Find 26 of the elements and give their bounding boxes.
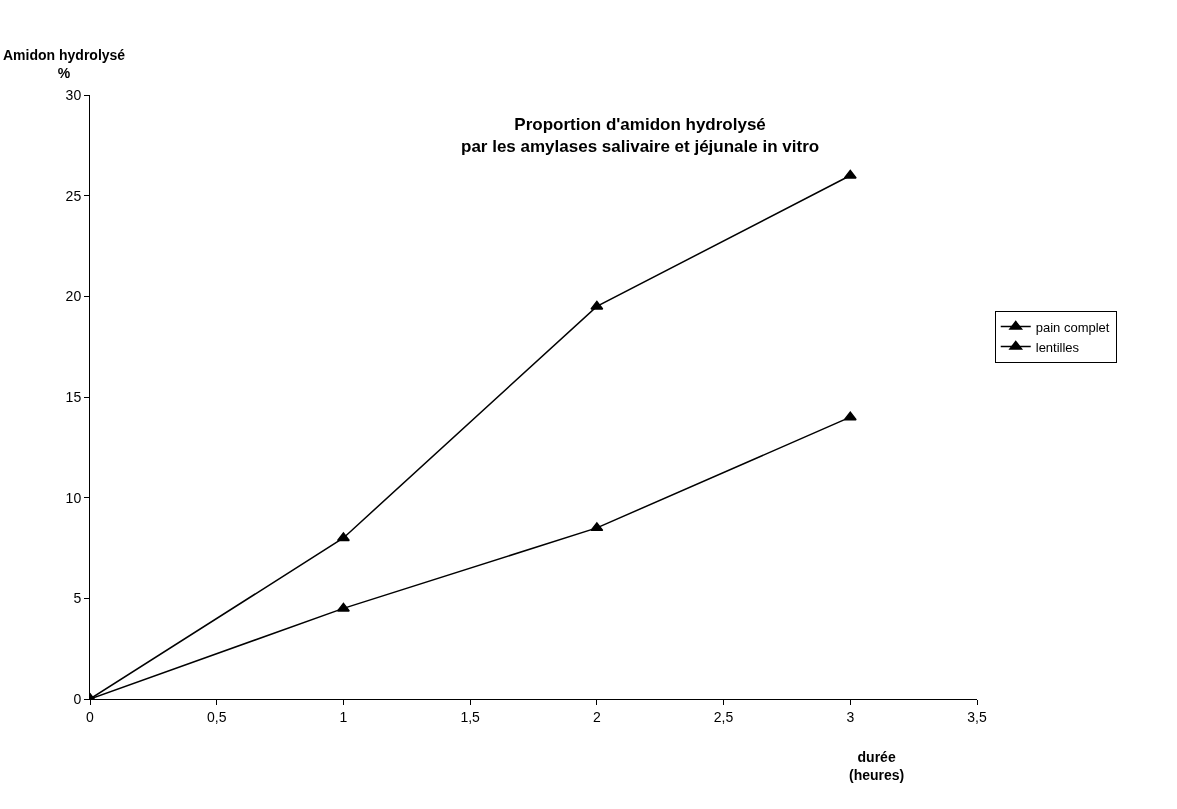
x-tick-label: 2,5 xyxy=(713,708,734,725)
x-tick-label: 0,5 xyxy=(206,708,227,725)
x-tick-label: 3 xyxy=(846,708,855,725)
y-tick-label: 30 xyxy=(65,86,82,103)
x-tick-label: 2 xyxy=(592,708,601,725)
y-tick-label: 10 xyxy=(65,489,82,506)
point xyxy=(843,411,857,421)
point xyxy=(843,169,857,179)
legend-label: pain complet xyxy=(1035,319,1110,335)
point xyxy=(336,532,350,542)
x-tick-label: 3,5 xyxy=(967,708,987,725)
x-tick-label: 1,5 xyxy=(460,708,481,725)
y-tick-label: 0 xyxy=(73,690,82,707)
y-tick-label: 25 xyxy=(65,187,82,204)
point xyxy=(590,300,604,310)
x-tick-label: 0 xyxy=(86,708,95,725)
y-tick-label: 20 xyxy=(65,288,82,305)
point xyxy=(336,602,350,612)
legend-label: lentilles xyxy=(1035,339,1080,355)
y-axis-title: Amidon hydrolysé % xyxy=(3,47,126,82)
x-axis-title: durée (heures) xyxy=(849,749,905,784)
x-tick-label: 1 xyxy=(339,708,348,725)
point xyxy=(590,522,604,532)
y-tick-label: 15 xyxy=(65,388,82,405)
text: Proportion d'amidon hydrolysé par les amylases salivaire et jéjunale in vitro xyxy=(461,115,820,157)
y-tick-label: 5 xyxy=(73,590,82,607)
